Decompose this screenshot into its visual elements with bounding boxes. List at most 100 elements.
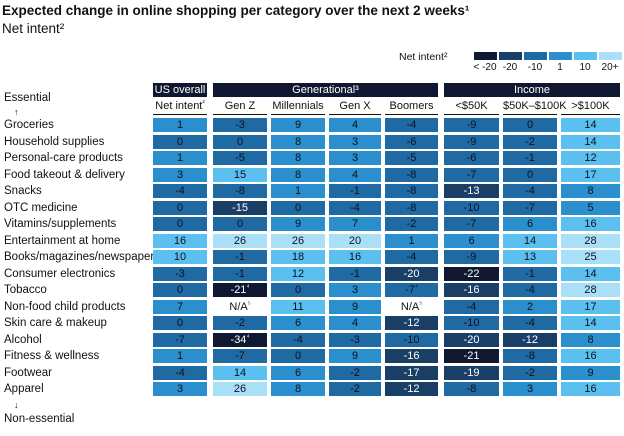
heatmap-cell: -4 (444, 299, 499, 314)
row-label: Non-food child products (4, 300, 126, 313)
heatmap-cell: -4 (385, 250, 438, 264)
heatmap-cell: -3 (153, 266, 207, 281)
heatmap-cell: N/A⁵ (229, 300, 251, 313)
column-divider (503, 114, 557, 115)
heatmap-cell: 0 (153, 217, 207, 231)
row-label: Tobacco (4, 284, 47, 296)
row-label: Food takeout & delivery (4, 168, 125, 181)
heatmap-cell: 13 (503, 250, 557, 264)
heatmap-cell: -2 (503, 134, 557, 149)
heatmap-cell: 0 (153, 316, 207, 330)
column-divider (385, 114, 438, 115)
legend-swatch (524, 52, 547, 60)
row-label: Fitness & wellness (4, 350, 100, 362)
heatmap-cell: 12 (561, 151, 620, 165)
heatmap-cell: 6 (444, 233, 499, 248)
heatmap-cell: 14 (561, 266, 620, 281)
heatmap-cell: 0 (153, 283, 207, 297)
heatmap-cell: -2 (329, 382, 381, 396)
heatmap-cell: 0 (503, 167, 557, 182)
heatmap-cell: -20 (385, 266, 438, 281)
heatmap-cell: 9 (271, 118, 325, 132)
heatmap-cell: -7 (503, 200, 557, 215)
heatmap-cell: 8 (271, 167, 325, 182)
row-label: Apparel (4, 383, 44, 395)
legend-label: -10 (527, 62, 543, 73)
column-divider (213, 114, 267, 115)
heatmap-cell: 3 (329, 283, 381, 297)
heatmap-cell: 9 (329, 349, 381, 363)
column-header: <$50K (455, 100, 488, 112)
heatmap-cell: -8 (385, 200, 438, 215)
heatmap-cell: 16 (561, 382, 620, 396)
heatmap-cell: -15 (213, 200, 267, 215)
heatmap-cell: -1 (329, 266, 381, 281)
heatmap-cell: 9 (561, 365, 620, 380)
heatmap-cell: -21 (444, 349, 499, 363)
legend-title: Net intent² (399, 51, 448, 63)
heatmap-cell: 8 (561, 332, 620, 347)
legend-label: 10 (579, 62, 591, 73)
column-divider (271, 114, 325, 115)
column-divider (444, 114, 499, 115)
heatmap-cell: -4 (153, 365, 207, 380)
column-header: Gen X (339, 100, 371, 112)
legend-swatch (499, 52, 522, 60)
heatmap-cell: 0 (271, 283, 325, 297)
column-header: Boomers (389, 100, 434, 112)
heatmap-cell: -34⁴ (213, 332, 267, 347)
heatmap-cell: -4 (329, 200, 381, 215)
heatmap-cell: 18 (271, 250, 325, 264)
legend-label: 20+ (601, 62, 619, 73)
heatmap-cell: 4 (329, 118, 381, 132)
heatmap-cell: -21⁴ (213, 283, 267, 297)
heatmap-cell: 1 (385, 233, 438, 248)
chart-subtitle: Net intent² (2, 21, 65, 36)
row-label: Skin care & makeup (4, 317, 107, 329)
heatmap-cell: N/A⁵ (400, 300, 423, 313)
heatmap-cell: -16 (444, 283, 499, 297)
heatmap-cell: 5 (561, 200, 620, 215)
heatmap-cell: -12 (385, 382, 438, 396)
heatmap-cell: -9 (444, 118, 499, 132)
heatmap-cell: 9 (329, 299, 381, 314)
heatmap-cell: -1 (329, 184, 381, 198)
heatmap-cell: 28 (561, 233, 620, 248)
heatmap-cell: 14 (503, 233, 557, 248)
heatmap-cell: 14 (561, 316, 620, 330)
heatmap-cell: -8 (503, 349, 557, 363)
up-arrow-icon: ↑ (14, 107, 19, 117)
heatmap-cell: -8 (444, 382, 499, 396)
heatmap-cell: -19 (444, 365, 499, 380)
heatmap-cell: -4 (385, 118, 438, 132)
column-divider (561, 114, 620, 115)
column-header: Millennials (272, 100, 324, 112)
heatmap-cell: 26 (271, 233, 325, 248)
row-label: Household supplies (4, 135, 105, 148)
column-header: >$100K (571, 100, 610, 112)
heatmap-cell: -2 (503, 365, 557, 380)
heatmap-cell: 26 (213, 382, 267, 396)
heatmap-cell: 12 (271, 266, 325, 281)
heatmap-cell: 28 (561, 283, 620, 297)
heatmap-cell: -7⁴ (385, 283, 438, 297)
heatmap-cell: -13 (444, 184, 499, 198)
legend-swatch (549, 52, 572, 60)
row-label: Books/magazines/newspapers (4, 251, 160, 263)
heatmap-cell: 14 (561, 134, 620, 149)
heatmap-cell: 4 (329, 167, 381, 182)
heatmap-cell: 0 (271, 349, 325, 363)
heatmap-cell: 0 (153, 200, 207, 215)
axis-label-non-essential: Non-essential (4, 413, 75, 425)
heatmap-cell: 7 (329, 217, 381, 231)
heatmap-cell: -7 (213, 349, 267, 363)
heatmap-cell: -4 (503, 184, 557, 198)
row-label: Groceries (4, 119, 54, 131)
heatmap-cell: 16 (561, 217, 620, 231)
legend-swatch (599, 52, 622, 60)
heatmap-cell: -12 (503, 332, 557, 347)
heatmap-cell: 8 (271, 151, 325, 165)
heatmap-cell: 25 (561, 250, 620, 264)
heatmap-cell: -10 (444, 200, 499, 215)
heatmap-cell: -4 (153, 184, 207, 198)
